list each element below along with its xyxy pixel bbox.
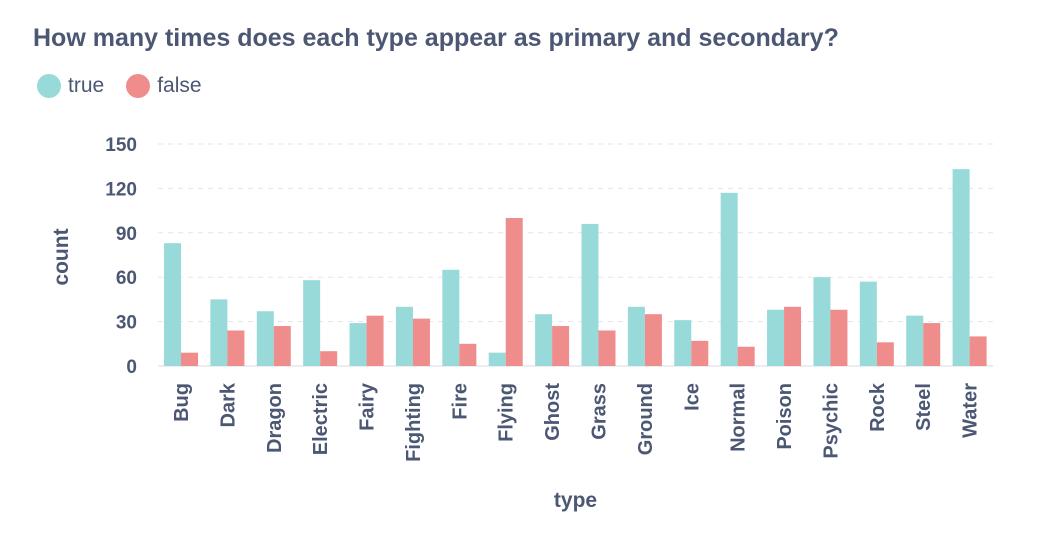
legend: true false — [37, 74, 224, 98]
bar-true-water — [952, 169, 970, 366]
bar-false-electric — [320, 351, 338, 366]
x-tick-label: Dark — [217, 382, 239, 427]
y-tick-label: 60 — [116, 268, 137, 289]
bar-true-flying — [488, 352, 506, 366]
x-tick-label: Dragon — [264, 383, 286, 453]
y-tick-label: 30 — [116, 313, 137, 334]
bar-true-bug — [164, 243, 181, 366]
bar-false-ghost — [552, 326, 570, 366]
bar-false-grass — [598, 330, 616, 366]
bar-true-ghost — [535, 314, 553, 366]
bar-false-psychic — [830, 309, 848, 366]
y-tick-label: 0 — [126, 357, 137, 378]
bar-false-fighting — [412, 318, 430, 366]
x-tick-label: Psychic — [820, 383, 842, 459]
y-tick-label: 150 — [105, 135, 137, 156]
bar-true-fire — [442, 269, 460, 366]
bar-false-dragon — [273, 326, 291, 366]
x-axis-title: type — [554, 489, 597, 512]
x-tick-label: Electric — [310, 383, 332, 455]
bar-false-ground — [644, 314, 662, 366]
bar-true-psychic — [813, 277, 831, 366]
x-tick-label: Grass — [589, 383, 611, 440]
x-tick-label: Ground — [635, 383, 657, 455]
bar-false-flying — [505, 218, 523, 366]
bar-false-fire — [459, 343, 477, 366]
x-tick-label: Poison — [774, 383, 796, 450]
bar-true-dark — [210, 299, 228, 366]
x-tick-label: Ice — [681, 383, 703, 411]
x-tick-label: Water — [960, 383, 982, 438]
bar-false-poison — [784, 306, 802, 366]
bar-true-ice — [674, 320, 692, 366]
x-tick-label: Rock — [867, 382, 889, 432]
x-tick-label: Ghost — [542, 383, 564, 441]
bar-true-rock — [859, 281, 877, 366]
bar-true-ground — [627, 306, 645, 366]
legend-item-false[interactable]: false — [126, 74, 202, 98]
bar-false-bug — [181, 352, 198, 366]
x-tick-label: Fairy — [357, 382, 379, 431]
chart-title: How many times does each type appear as … — [33, 24, 839, 52]
legend-swatch-false — [126, 74, 151, 98]
bar-false-rock — [876, 342, 894, 366]
legend-swatch-true — [37, 74, 61, 98]
bar-true-grass — [581, 223, 599, 366]
legend-label-true: true — [68, 74, 105, 97]
bar-true-dragon — [256, 311, 274, 366]
bar-true-poison — [767, 309, 785, 366]
bar-false-water — [969, 336, 987, 366]
bar-false-dark — [227, 330, 245, 366]
x-tick-label: Fighting — [403, 383, 425, 462]
bar-false-normal — [737, 346, 755, 366]
bar-true-electric — [303, 280, 321, 366]
y-axis-title: count — [50, 228, 73, 285]
x-tick-label: Fire — [449, 383, 471, 420]
y-tick-label: 90 — [116, 224, 137, 245]
bar-false-fairy — [366, 315, 384, 366]
legend-label-false: false — [157, 74, 202, 97]
legend-item-true[interactable]: true — [37, 74, 104, 98]
bar-true-fairy — [349, 323, 367, 366]
bar-true-normal — [720, 192, 738, 366]
bar-false-steel — [923, 323, 941, 366]
x-tick-label: Normal — [728, 383, 750, 452]
bar-true-fighting — [395, 306, 413, 366]
x-tick-label: Steel — [913, 383, 935, 431]
y-tick-label: 120 — [105, 179, 137, 200]
x-tick-label: Bug — [171, 383, 193, 422]
bar-true-steel — [906, 315, 924, 366]
x-tick-label: Flying — [496, 383, 518, 442]
bar-false-ice — [691, 340, 709, 366]
